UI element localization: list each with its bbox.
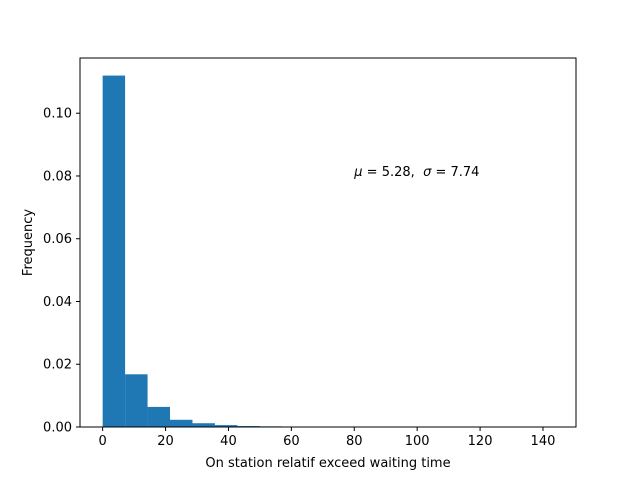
mu-symbol: μ [353,165,362,180]
mu-equals: = [363,165,382,180]
histogram-bar [147,406,171,427]
y-tick-label: 0.00 [43,421,72,436]
y-tick-label: 0.10 [43,107,72,122]
x-tick-label: 100 [405,434,430,449]
x-tick-label: 140 [531,434,556,449]
x-tick-label: 20 [157,434,174,449]
x-axis-ticks: 0 20 40 60 80 100 120 140 [99,427,556,449]
histogram-bar [102,75,126,428]
bars-group [102,75,552,428]
annotation-separator: , [411,165,423,180]
x-axis-label: On station relatif exceed waiting time [205,456,450,471]
histogram-bar [125,374,148,427]
plot-frame [79,57,577,428]
x-tick-label: 60 [283,434,300,449]
sigma-equals: = [431,165,450,180]
x-tick-label: 40 [220,434,237,449]
x-tick-label: 120 [468,434,493,449]
y-tick-label: 0.08 [43,169,72,184]
y-tick-label: 0.02 [43,358,72,373]
y-axis-label: Frequency [21,209,36,276]
histogram-bar [192,423,215,427]
y-axis-ticks: 0.00 0.02 0.04 0.06 0.08 0.10 [43,107,80,436]
sigma-value: 7.74 [450,165,479,180]
y-tick-label: 0.06 [43,232,72,247]
y-tick-label: 0.04 [43,295,72,310]
x-tick-label: 80 [346,434,363,449]
histogram-bar [214,425,238,427]
histogram-bar [170,419,193,427]
mu-value: 5.28 [382,165,411,180]
sigma-symbol: σ [423,165,432,180]
x-tick-label: 0 [99,434,107,449]
stats-annotation: μ = 5.28, σ = 7.74 [353,165,479,180]
